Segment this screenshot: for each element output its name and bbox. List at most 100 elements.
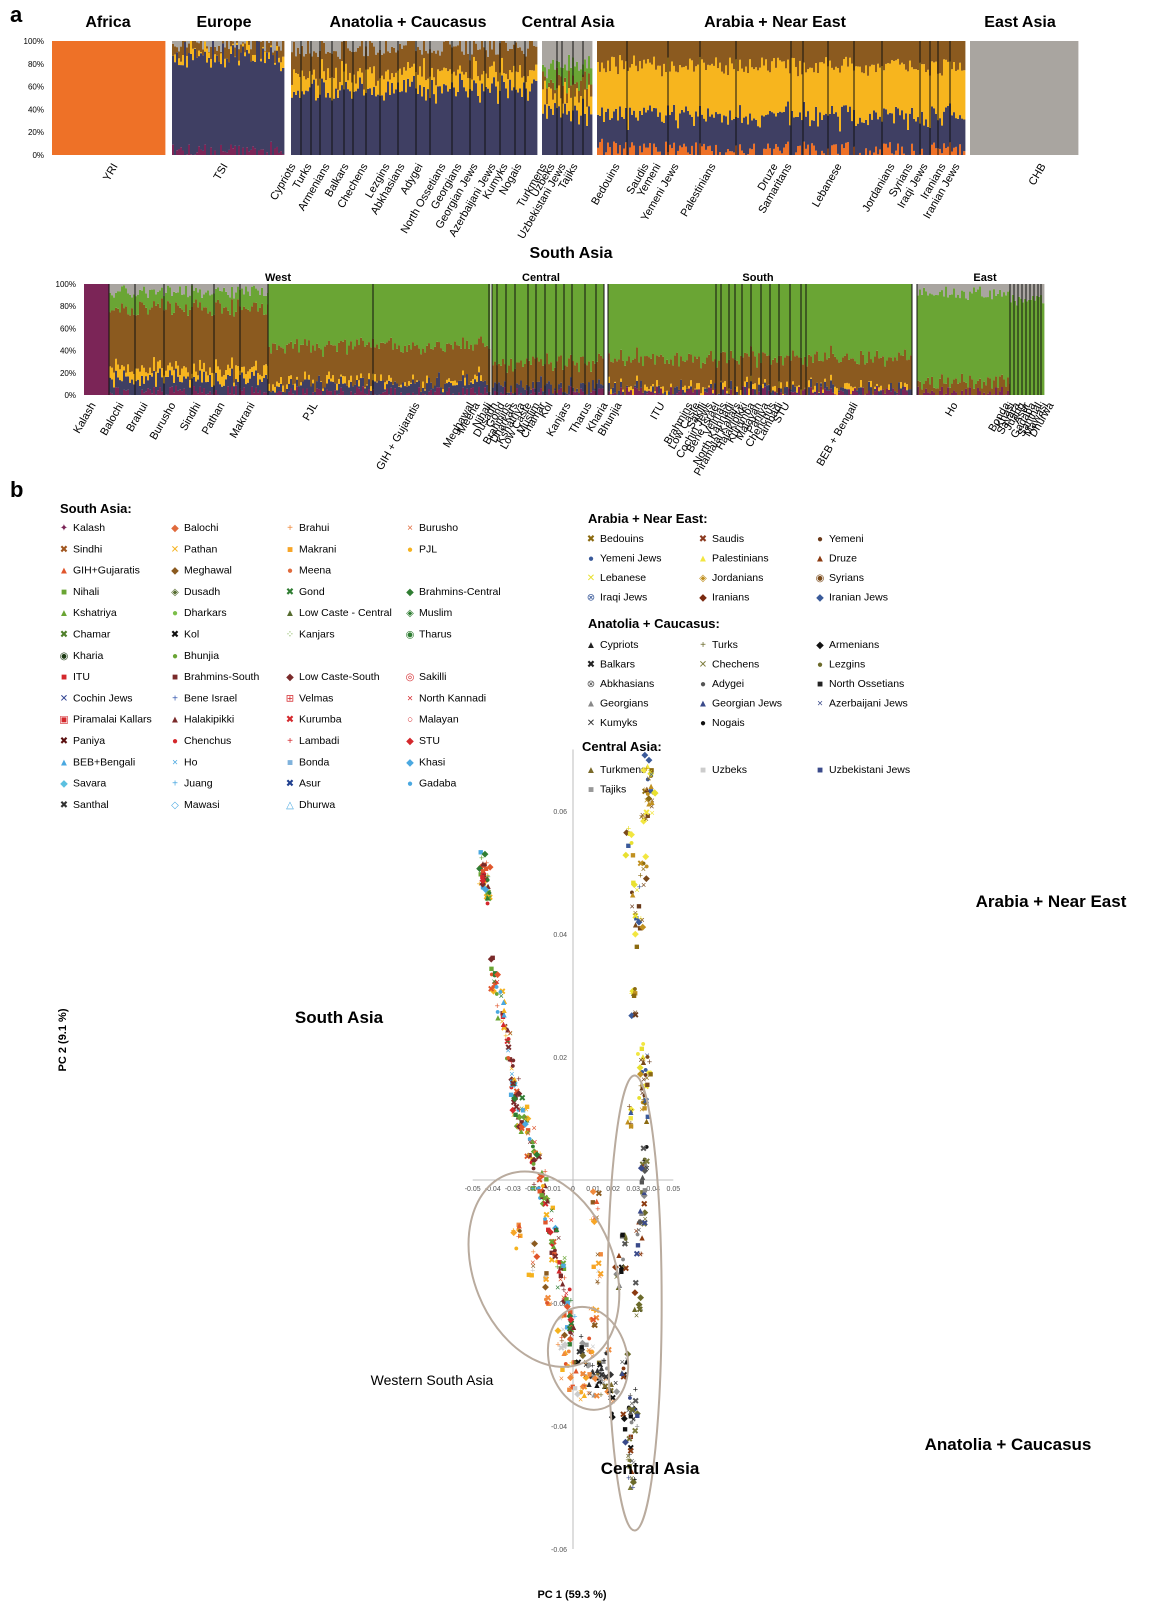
legend-marker: ○ bbox=[407, 715, 413, 726]
admixture-segment bbox=[598, 353, 601, 380]
scatter-point: ● bbox=[579, 1387, 584, 1397]
admixture-segment bbox=[945, 284, 948, 287]
admixture-segment bbox=[238, 145, 241, 155]
admixture-segment bbox=[627, 129, 630, 155]
admixture-segment bbox=[959, 144, 962, 155]
admixture-segment bbox=[842, 357, 845, 388]
legend-label: Druze bbox=[829, 553, 857, 565]
admixture-segment bbox=[688, 284, 691, 354]
admixture-segment bbox=[664, 284, 667, 364]
legend-label: Gond bbox=[299, 586, 325, 598]
admixture-segment bbox=[654, 284, 657, 365]
admixture-segment bbox=[1016, 284, 1019, 306]
admixture-segment bbox=[437, 50, 440, 70]
admixture-segment bbox=[540, 376, 543, 389]
scatter-point: ● bbox=[544, 1298, 549, 1308]
admixture-segment bbox=[588, 106, 591, 155]
admixture-segment bbox=[554, 284, 557, 368]
admixture-segment bbox=[744, 381, 747, 387]
admixture-segment bbox=[829, 41, 832, 61]
admixture-segment bbox=[895, 41, 898, 61]
admixture-segment bbox=[639, 145, 642, 155]
scatter-point: ◆ bbox=[533, 1149, 540, 1159]
admixture-segment bbox=[339, 81, 342, 91]
admixture-segment bbox=[243, 306, 246, 367]
scatter-point: × bbox=[595, 1277, 600, 1287]
scatter-point: ✖ bbox=[627, 1446, 635, 1456]
admixture-segment bbox=[452, 381, 455, 386]
scatter-point: ✖ bbox=[602, 1372, 610, 1382]
admixture-segment bbox=[424, 394, 427, 395]
scatter-point: ■ bbox=[564, 1294, 569, 1304]
admixture-segment bbox=[354, 384, 357, 394]
scatter-point: ◆ bbox=[628, 1010, 635, 1020]
admixture-segment bbox=[422, 348, 425, 382]
admixture-segment bbox=[798, 284, 801, 358]
admixture-segment bbox=[943, 284, 946, 297]
admixture-segment bbox=[887, 114, 890, 148]
admixture-segment bbox=[241, 372, 244, 391]
scatter-point: + bbox=[585, 1346, 590, 1356]
admixture-segment bbox=[868, 284, 871, 352]
admixture-segment bbox=[477, 49, 480, 77]
admixture-segment bbox=[125, 288, 128, 307]
admixture-segment bbox=[919, 381, 922, 395]
admixture-segment bbox=[312, 383, 315, 393]
admixture-segment bbox=[485, 50, 488, 74]
scatter-point: ● bbox=[590, 1366, 595, 1376]
admixture-segment bbox=[403, 67, 406, 80]
admixture-segment bbox=[961, 373, 964, 391]
admixture-segment bbox=[749, 41, 752, 60]
y-tick-label: -0.06 bbox=[551, 1547, 567, 1554]
admixture-segment bbox=[402, 352, 405, 383]
admixture-segment bbox=[761, 41, 764, 58]
admixture-segment bbox=[457, 45, 460, 70]
admixture-segment bbox=[624, 284, 627, 366]
admixture-segment bbox=[370, 347, 373, 387]
legend-label: Nogais bbox=[712, 717, 745, 729]
admixture-segment bbox=[356, 339, 359, 376]
admixture-segment bbox=[519, 47, 522, 66]
admixture-segment bbox=[414, 284, 417, 346]
admixture-segment bbox=[749, 59, 752, 114]
admixture-segment bbox=[599, 41, 602, 72]
admixture-segment bbox=[797, 116, 800, 147]
admixture-segment bbox=[366, 384, 369, 386]
admixture-segment bbox=[303, 41, 306, 57]
admixture-segment bbox=[870, 359, 873, 381]
admixture-segment bbox=[646, 386, 649, 392]
admixture-segment bbox=[917, 41, 920, 70]
admixture-segment bbox=[562, 392, 565, 395]
admixture-segment bbox=[207, 375, 210, 382]
admixture-segment bbox=[243, 284, 246, 295]
panel-label-a: a bbox=[10, 2, 23, 27]
admixture-segment bbox=[258, 150, 261, 155]
admixture-segment bbox=[885, 143, 888, 155]
admixture-segment bbox=[270, 41, 273, 46]
admixture-segment bbox=[500, 284, 503, 366]
admixture-segment bbox=[558, 284, 561, 357]
admixture-segment bbox=[406, 393, 409, 395]
admixture-segment bbox=[865, 148, 868, 155]
admixture-segment bbox=[224, 58, 227, 68]
admixture-segment bbox=[278, 391, 281, 395]
admixture-segment bbox=[568, 385, 571, 395]
scatter-point: + bbox=[568, 1295, 573, 1305]
admixture-segment bbox=[210, 59, 213, 68]
admixture-segment bbox=[262, 47, 265, 49]
admixture-segment bbox=[153, 289, 156, 302]
admixture-segment bbox=[639, 61, 642, 111]
admixture-segment bbox=[965, 284, 968, 299]
admixture-segment bbox=[179, 284, 182, 287]
admixture-segment bbox=[550, 79, 553, 89]
scatter-point: ◆ bbox=[555, 1325, 562, 1335]
admixture-segment bbox=[631, 114, 634, 143]
admixture-segment bbox=[756, 367, 759, 395]
admixture-segment bbox=[661, 76, 664, 122]
admixture-segment bbox=[180, 46, 183, 62]
legend-label: North Kannadi bbox=[419, 692, 486, 704]
admixture-segment bbox=[564, 77, 567, 82]
admixture-segment bbox=[311, 56, 314, 75]
admixture-segment bbox=[789, 125, 792, 155]
scatter-point: × bbox=[590, 1342, 595, 1352]
